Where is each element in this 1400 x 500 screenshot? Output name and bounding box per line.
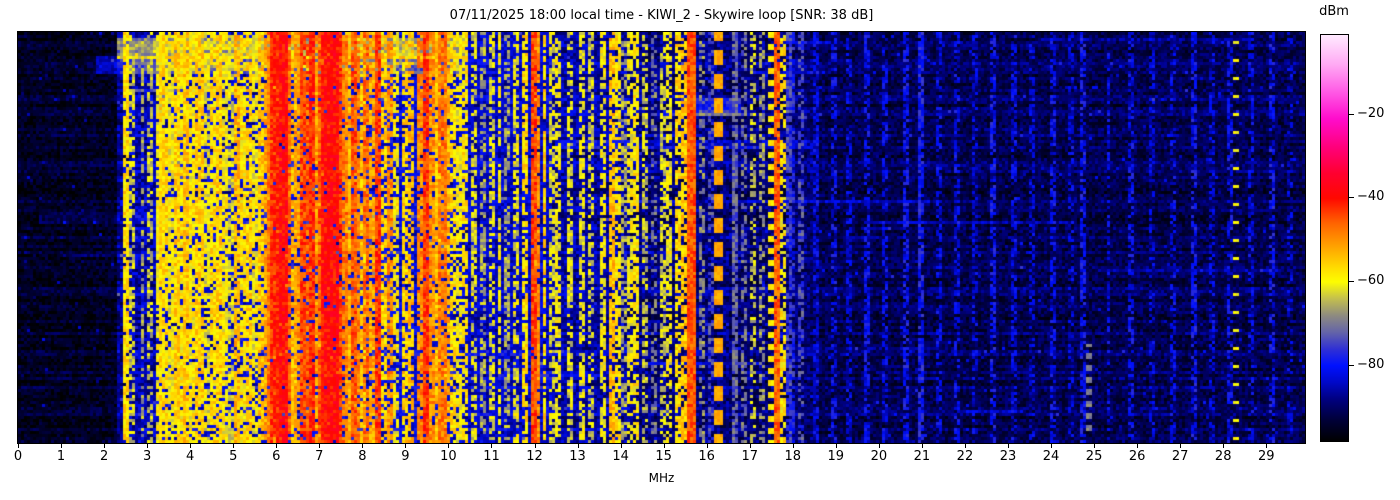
x-tick-mark [664, 443, 665, 448]
x-tick-mark [707, 443, 708, 448]
colorbar-tick-label: −20 [1357, 106, 1384, 122]
x-tick-label: 19 [821, 450, 851, 464]
x-tick-label: 22 [950, 450, 980, 464]
x-tick-mark [190, 443, 191, 448]
x-tick-label: 27 [1165, 450, 1195, 464]
x-tick-mark [965, 443, 966, 448]
x-tick-mark [1266, 443, 1267, 448]
x-tick-label: 17 [735, 450, 765, 464]
x-tick-mark [793, 443, 794, 448]
x-tick-label: 20 [864, 450, 894, 464]
colorbar-tick-label: −60 [1357, 273, 1384, 289]
x-axis-label: MHz [18, 471, 1305, 485]
x-tick-mark [491, 443, 492, 448]
x-tick-label: 10 [433, 450, 463, 464]
x-axis: 0123456789101112131415161718192021222324… [18, 443, 1305, 473]
x-tick-mark [1223, 443, 1224, 448]
x-tick-mark [276, 443, 277, 448]
x-tick-mark [1051, 443, 1052, 448]
spectrogram-figure: 07/11/2025 18:00 local time - KIWI_2 - S… [0, 0, 1400, 500]
x-tick-mark [535, 443, 536, 448]
colorbar [1320, 34, 1349, 442]
x-tick-mark [836, 443, 837, 448]
x-tick-label: 14 [606, 450, 636, 464]
colorbar-tick-mark [1349, 114, 1354, 115]
x-tick-mark [319, 443, 320, 448]
x-tick-label: 18 [778, 450, 808, 464]
x-tick-label: 28 [1208, 450, 1238, 464]
x-tick-label: 15 [649, 450, 679, 464]
x-tick-label: 26 [1122, 450, 1152, 464]
x-tick-label: 8 [347, 450, 377, 464]
colorbar-tick-mark [1349, 365, 1354, 366]
x-tick-label: 21 [907, 450, 937, 464]
spectrogram-heatmap [18, 32, 1305, 443]
colorbar-tick-label: −80 [1357, 357, 1384, 373]
x-tick-mark [1008, 443, 1009, 448]
x-tick-mark [104, 443, 105, 448]
x-tick-label: 7 [304, 450, 334, 464]
x-tick-label: 5 [218, 450, 248, 464]
colorbar-ticks: −20 −40 −60 −80 [1348, 34, 1398, 440]
x-tick-mark [61, 443, 62, 448]
x-tick-label: 16 [692, 450, 722, 464]
x-tick-mark [578, 443, 579, 448]
chart-title: 07/11/2025 18:00 local time - KIWI_2 - S… [18, 7, 1305, 25]
x-tick-mark [18, 443, 19, 448]
x-tick-label: 23 [993, 450, 1023, 464]
x-tick-label: 2 [89, 450, 119, 464]
x-tick-label: 3 [132, 450, 162, 464]
x-tick-label: 6 [261, 450, 291, 464]
x-tick-label: 13 [563, 450, 593, 464]
x-tick-label: 12 [520, 450, 550, 464]
colorbar-tick-label: −40 [1357, 189, 1384, 205]
x-tick-label: 1 [46, 450, 76, 464]
colorbar-tick-mark [1349, 197, 1354, 198]
x-tick-label: 0 [3, 450, 33, 464]
x-tick-mark [621, 443, 622, 448]
x-tick-mark [233, 443, 234, 448]
x-tick-mark [922, 443, 923, 448]
plot-area [17, 31, 1306, 444]
x-tick-mark [750, 443, 751, 448]
x-tick-mark [1180, 443, 1181, 448]
x-tick-label: 11 [476, 450, 506, 464]
x-tick-label: 29 [1251, 450, 1281, 464]
colorbar-tick-mark [1349, 281, 1354, 282]
x-tick-label: 9 [390, 450, 420, 464]
x-tick-mark [147, 443, 148, 448]
x-tick-label: 25 [1079, 450, 1109, 464]
x-tick-mark [362, 443, 363, 448]
x-tick-mark [1137, 443, 1138, 448]
x-tick-label: 24 [1036, 450, 1066, 464]
x-tick-mark [1094, 443, 1095, 448]
x-tick-mark [405, 443, 406, 448]
x-tick-label: 4 [175, 450, 205, 464]
x-tick-mark [448, 443, 449, 448]
x-tick-mark [879, 443, 880, 448]
colorbar-label: dBm [1306, 4, 1362, 20]
